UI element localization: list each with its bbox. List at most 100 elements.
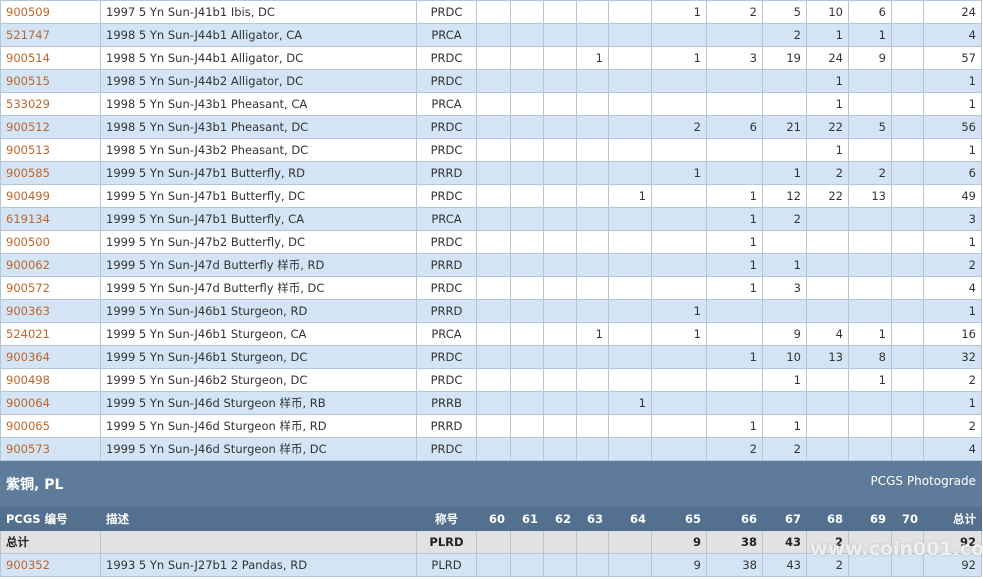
pcgs-number[interactable]: 900062 (0, 253, 101, 277)
grade-count: 1 (651, 161, 707, 185)
table-row: 900509 1997 5 Yn Sun-J41b1 Ibis, DC PRDC 1 2… (0, 0, 982, 24)
description: 1999 5 Yn Sun-J46b1 Sturgeon, DC (100, 345, 417, 369)
grade-count (651, 391, 707, 415)
header-cell: 63 (576, 506, 609, 531)
pcgs-number[interactable]: 900498 (0, 368, 101, 392)
grade-count (891, 46, 924, 70)
table-row: 900572 1999 5 Yn Sun-J47d Butterfly 样币, D… (0, 276, 982, 300)
total: 2 (923, 414, 982, 438)
grade-count (476, 0, 511, 24)
pcgs-number[interactable]: 900500 (0, 230, 101, 254)
designation: PRRB (416, 391, 477, 415)
pcgs-number[interactable]: 900515 (0, 69, 101, 93)
grade-count (543, 553, 577, 577)
grade-count (762, 299, 807, 323)
grade-count: 10 (806, 0, 849, 24)
table-row: 900363 1999 5 Yn Sun-J46b1 Sturgeon, RD PR… (0, 299, 982, 323)
pcgs-number[interactable]: 900509 (0, 0, 101, 24)
grade-count (543, 253, 577, 277)
pcgs-number[interactable]: 521747 (0, 23, 101, 47)
grade-count (806, 253, 849, 277)
grade-count (510, 92, 544, 116)
grade-count (762, 69, 807, 93)
designation: PRCA (416, 23, 477, 47)
pcgs-number[interactable]: 900585 (0, 161, 101, 185)
table-row: 900513 1998 5 Yn Sun-J43b2 Pheasant, DC PR… (0, 138, 982, 162)
grade-count (651, 138, 707, 162)
description: 1998 5 Yn Sun-J43b1 Pheasant, DC (100, 115, 417, 139)
grade-count (510, 368, 544, 392)
grade-count (576, 115, 609, 139)
table-row: 900064 1999 5 Yn Sun-J46d Sturgeon 样币, RB… (0, 391, 982, 415)
pcgs-number[interactable]: 900573 (0, 437, 101, 461)
grade-count: 1 (651, 322, 707, 346)
grade-count (608, 368, 652, 392)
grade-count (576, 299, 609, 323)
pcgs-number[interactable]: 900352 (0, 553, 101, 577)
table-row: 900352 1993 5 Yn Sun-J27b1 2 Pandas, RD PL… (0, 553, 982, 577)
grade-count (576, 553, 609, 577)
grade-count (543, 322, 577, 346)
grade-count (608, 322, 652, 346)
total: 1 (923, 230, 982, 254)
grade-count (651, 92, 707, 116)
photograde-link[interactable]: PCGS Photograde (870, 473, 976, 488)
pcgs-number[interactable]: 900572 (0, 276, 101, 300)
pcgs-number[interactable]: 900512 (0, 115, 101, 139)
pcgs-number[interactable]: 900363 (0, 299, 101, 323)
description: 1999 5 Yn Sun-J46b2 Sturgeon, DC (100, 368, 417, 392)
pcgs-number[interactable]: 900364 (0, 345, 101, 369)
description: 1999 5 Yn Sun-J47d Butterfly 样币, DC (100, 276, 417, 300)
pcgs-number[interactable]: 619134 (0, 207, 101, 231)
pcgs-number[interactable]: 900513 (0, 138, 101, 162)
summary-cell (100, 530, 417, 554)
grade-count (543, 345, 577, 369)
total: 4 (923, 23, 982, 47)
grade-count (576, 345, 609, 369)
header-cell: 64 (608, 506, 652, 531)
grade-count: 1 (848, 322, 892, 346)
grade-count: 13 (848, 184, 892, 208)
pcgs-number[interactable]: 900064 (0, 391, 101, 415)
pcgs-number[interactable]: 900499 (0, 184, 101, 208)
grade-count (848, 437, 892, 461)
total: 1 (923, 138, 982, 162)
grade-count (476, 368, 511, 392)
grade-count (576, 0, 609, 24)
grade-count (891, 345, 924, 369)
grade-count: 9 (651, 553, 707, 577)
grade-count: 2 (706, 437, 763, 461)
grade-count: 6 (848, 0, 892, 24)
grade-count (891, 0, 924, 24)
pcgs-number[interactable]: 524021 (0, 322, 101, 346)
total: 32 (923, 345, 982, 369)
description: 1998 5 Yn Sun-J43b2 Pheasant, DC (100, 138, 417, 162)
pcgs-number[interactable]: 533029 (0, 92, 101, 116)
designation: PRRD (416, 161, 477, 185)
grade-count (510, 46, 544, 70)
grade-count: 1 (576, 322, 609, 346)
table-row: 900512 1998 5 Yn Sun-J43b1 Pheasant, DC PR… (0, 115, 982, 139)
grade-count (476, 23, 511, 47)
grade-count: 22 (806, 184, 849, 208)
grade-count (543, 92, 577, 116)
grade-count: 1 (706, 207, 763, 231)
grade-count (891, 69, 924, 93)
grade-count: 24 (806, 46, 849, 70)
grade-count (510, 253, 544, 277)
grade-count (762, 230, 807, 254)
grade-count (762, 92, 807, 116)
table-row: 900062 1999 5 Yn Sun-J47d Butterfly 样币, R… (0, 253, 982, 277)
total: 1 (923, 299, 982, 323)
total: 24 (923, 0, 982, 24)
summary-row: 总计 PLRD 9 38 43 2 92 (0, 530, 982, 554)
pcgs-number[interactable]: 900514 (0, 46, 101, 70)
grade-count (706, 69, 763, 93)
pcgs-number[interactable]: 900065 (0, 414, 101, 438)
grade-count (608, 253, 652, 277)
grade-count (608, 437, 652, 461)
grade-count (891, 138, 924, 162)
grade-count (476, 391, 511, 415)
description: 1999 5 Yn Sun-J46b1 Sturgeon, CA (100, 322, 417, 346)
designation: PRRD (416, 299, 477, 323)
